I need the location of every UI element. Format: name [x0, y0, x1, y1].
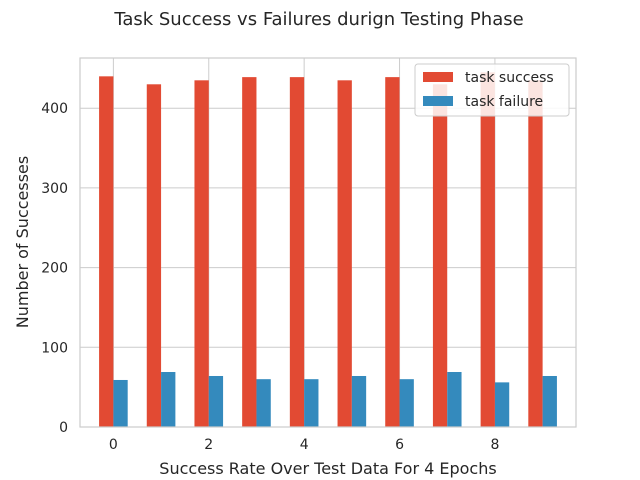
- y-tick-label: 100: [41, 340, 68, 356]
- bar-task-success: [432, 84, 448, 427]
- bar-task-failure: [447, 372, 462, 427]
- plot-frame: [79, 57, 577, 428]
- bar-task-success: [242, 77, 257, 427]
- plot-area: [79, 57, 577, 428]
- legend-swatch-task-success: [423, 72, 453, 82]
- chart-title: Task Success vs Failures durign Testing …: [113, 9, 523, 30]
- bar-task-success: [289, 77, 305, 427]
- y-tick-label: 0: [59, 420, 68, 436]
- bar-task-success: [385, 77, 400, 427]
- x-tick-label: 6: [395, 437, 404, 453]
- x-tick-label: 8: [490, 437, 499, 453]
- bar-task-failure: [351, 375, 367, 427]
- x-tick-labels: 0 2 4 6 8: [109, 437, 499, 453]
- bar-task-failure: [304, 379, 319, 427]
- legend-swatch-task-failure: [423, 96, 453, 106]
- y-axis-label: Number of Successes: [13, 156, 32, 328]
- x-axis-label: Success Rate Over Test Data For 4 Epochs: [159, 459, 496, 478]
- legend-label-task-success: task success: [465, 70, 554, 86]
- bar-task-failure: [208, 375, 224, 427]
- y-tick-labels: 0 100 200 300 400: [41, 101, 68, 436]
- legend-box: [414, 63, 570, 117]
- y-tick-label: 200: [41, 261, 68, 277]
- bar-task-success: [337, 80, 352, 427]
- bar-task-success: [146, 84, 162, 427]
- bar-task-failure: [113, 379, 128, 427]
- bars: [99, 72, 557, 428]
- bar-task-failure: [494, 382, 510, 427]
- bar-task-failure: [399, 379, 414, 427]
- x-tick-label: 0: [109, 437, 118, 453]
- bar-task-success: [528, 80, 543, 427]
- y-tick-label: 400: [41, 101, 68, 117]
- legend: task success task failure: [414, 63, 570, 117]
- bar-task-success: [480, 72, 495, 427]
- bar-task-success: [194, 80, 209, 427]
- x-tick-label: 4: [300, 437, 309, 453]
- legend-label-task-failure: task failure: [465, 94, 543, 110]
- x-tick-label: 2: [204, 437, 213, 453]
- bar-task-success: [99, 76, 114, 428]
- y-tick-label: 300: [41, 181, 68, 197]
- bar-task-failure: [161, 372, 176, 427]
- bar-task-failure: [256, 379, 271, 427]
- bar-task-failure: [542, 375, 557, 427]
